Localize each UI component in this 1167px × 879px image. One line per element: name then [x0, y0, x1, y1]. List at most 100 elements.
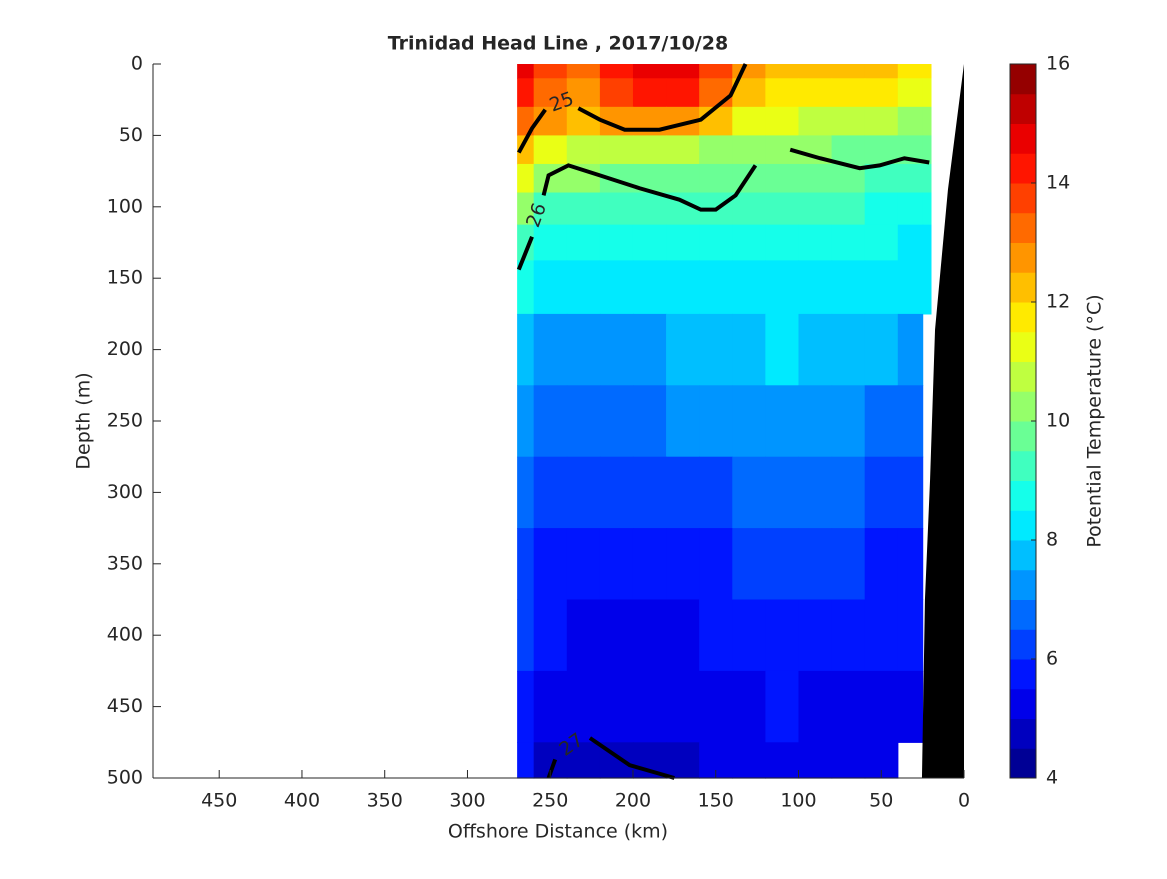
- field-cell: [666, 313, 700, 386]
- field-cell: [864, 599, 899, 672]
- field-cell: [699, 670, 733, 743]
- field-cell: [897, 313, 924, 386]
- field-cell: [699, 135, 733, 165]
- y-tick-label: 500: [107, 767, 143, 789]
- field-cell: [864, 106, 899, 136]
- field-cell: [699, 456, 733, 529]
- field-cell: [864, 78, 899, 108]
- y-tick-label: 150: [107, 267, 143, 289]
- colorbar-band: [1010, 569, 1036, 600]
- field-cell: [765, 224, 800, 261]
- field-cell: [765, 670, 800, 743]
- field-cell: [599, 260, 634, 315]
- colorbar-tick-label: 10: [1046, 410, 1070, 432]
- field-cell: [533, 385, 568, 458]
- field-cell: [517, 224, 535, 261]
- field-cell: [533, 599, 568, 672]
- field-cell: [922, 224, 932, 261]
- field-cell: [864, 224, 899, 261]
- colorbar-band: [1010, 123, 1036, 154]
- colorbar-band: [1010, 599, 1036, 630]
- field-cell: [699, 224, 733, 261]
- colorbar-tick-label: 4: [1046, 767, 1058, 789]
- field-cell: [922, 64, 932, 79]
- field-cell: [732, 385, 766, 458]
- chart-title: Trinidad Head Line , 2017/10/28: [388, 33, 728, 55]
- y-axis-label: Depth (m): [73, 372, 95, 469]
- colorbar-tick-label: 16: [1046, 53, 1070, 75]
- field-cell: [864, 528, 899, 601]
- field-cell: [632, 599, 667, 672]
- field-cell: [765, 742, 800, 779]
- colorbar-tick-label: 14: [1046, 172, 1070, 194]
- colorbar-band: [1010, 242, 1036, 273]
- colorbar-band: [1010, 540, 1036, 571]
- colorbar-band: [1010, 391, 1036, 422]
- field-cell: [566, 260, 601, 315]
- field-cell: [666, 163, 700, 194]
- field-cell: [699, 528, 733, 601]
- field-cell: [864, 313, 899, 386]
- field-cell: [533, 456, 568, 529]
- field-cell: [699, 599, 733, 672]
- field-cell: [666, 385, 700, 458]
- field-cell: [798, 260, 833, 315]
- contour-line: [517, 63, 748, 154]
- field-cell: [732, 456, 766, 529]
- x-tick-label: 450: [201, 790, 237, 812]
- field-cell: [922, 135, 932, 165]
- field-cell: [831, 106, 866, 136]
- field-cell: [765, 106, 800, 136]
- field-cell: [798, 64, 833, 79]
- field-cell: [517, 456, 535, 529]
- field-cell: [831, 742, 866, 779]
- field-cell: [632, 135, 667, 165]
- bathymetry: [921, 64, 964, 778]
- field-cell: [897, 64, 924, 79]
- field-cell: [922, 78, 932, 108]
- field-cell: [765, 64, 800, 79]
- field-cell: [798, 78, 833, 108]
- field-cell: [566, 224, 601, 261]
- field-cell: [533, 224, 568, 261]
- y-tick-label: 0: [131, 53, 143, 75]
- field-cell: [831, 385, 866, 458]
- field-cell: [699, 106, 733, 136]
- field-cell: [517, 260, 535, 315]
- field-cell: [897, 670, 924, 743]
- field-cell: [517, 313, 535, 386]
- field-cell: [922, 106, 932, 136]
- field-cell: [798, 163, 833, 194]
- field-cell: [831, 528, 866, 601]
- field-cell: [864, 385, 899, 458]
- colorbar-band: [1010, 629, 1036, 660]
- field-cell: [566, 385, 601, 458]
- field-cell: [798, 106, 833, 136]
- field-cell: [765, 599, 800, 672]
- field-cell: [897, 192, 924, 226]
- field-cell: [517, 135, 535, 165]
- field-cell: [566, 64, 601, 79]
- colorbar-band: [1010, 688, 1036, 719]
- field-cell: [732, 670, 766, 743]
- x-tick-label: 150: [698, 790, 734, 812]
- field-cell: [699, 313, 733, 386]
- field-cell: [765, 260, 800, 315]
- field-cell: [599, 670, 634, 743]
- field-cell: [599, 135, 634, 165]
- x-tick-label: 100: [780, 790, 816, 812]
- field-cell: [517, 78, 535, 108]
- field-cell: [732, 599, 766, 672]
- field-cell: [897, 528, 924, 601]
- field-cell: [798, 599, 833, 672]
- field-cell: [666, 224, 700, 261]
- field-cell: [566, 135, 601, 165]
- field-cell: [922, 163, 932, 194]
- field-cell: [566, 528, 601, 601]
- colorbar-label: Potential Temperature (°C): [1084, 294, 1106, 547]
- field-cell: [566, 599, 601, 672]
- colorbar-band: [1010, 718, 1036, 749]
- colorbar-tick-label: 6: [1046, 648, 1058, 670]
- colorbar-band: [1010, 331, 1036, 362]
- field-cell: [897, 385, 924, 458]
